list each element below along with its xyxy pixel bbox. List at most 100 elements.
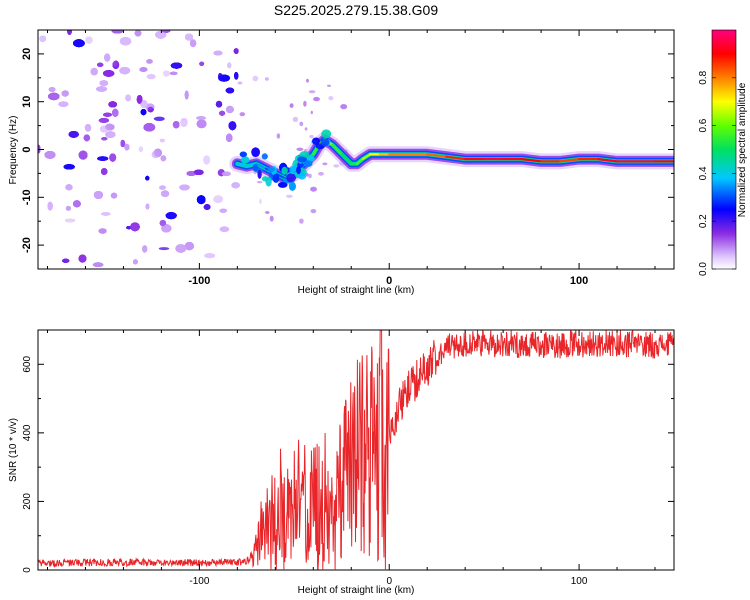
noise-speckle xyxy=(68,131,79,138)
noise-speckle xyxy=(111,30,124,34)
noise-speckle xyxy=(101,168,108,175)
noise-speckle xyxy=(47,201,53,211)
noise-speckle xyxy=(109,153,117,162)
noise-speckle xyxy=(65,184,73,191)
noise-speckle xyxy=(140,100,148,108)
signal-blob xyxy=(240,156,250,164)
noise-speckle xyxy=(308,90,316,94)
noise-speckle xyxy=(143,123,156,132)
signal-core-segment xyxy=(236,162,248,168)
noise-speckle xyxy=(62,258,70,263)
noise-speckle xyxy=(286,194,293,198)
noise-speckle xyxy=(85,36,93,44)
noise-speckle xyxy=(231,182,240,189)
noise-speckle xyxy=(252,75,259,82)
noise-speckle xyxy=(146,73,156,80)
noise-speckle xyxy=(139,67,148,72)
noise-speckle xyxy=(153,148,162,157)
noise-speckle xyxy=(104,53,111,62)
noise-speckle xyxy=(299,121,304,127)
noise-speckle xyxy=(190,39,197,47)
noise-speckle xyxy=(101,212,111,216)
signal-blob xyxy=(286,173,296,183)
signal-blob xyxy=(296,166,301,175)
top-y-tick-label: 0 xyxy=(21,146,33,152)
signal-blob xyxy=(297,172,307,180)
noise-speckle xyxy=(108,101,117,108)
noise-speckle xyxy=(134,30,142,37)
top-y-axis-label: Frequency (Hz) xyxy=(8,116,19,185)
colorbar-tick-label: 0.8 xyxy=(698,70,709,84)
signal-blob xyxy=(297,156,307,163)
top-y-tick-label: -20 xyxy=(21,237,33,253)
noise-speckle xyxy=(309,135,314,139)
noise-speckle xyxy=(172,121,180,129)
noise-speckle xyxy=(299,218,304,224)
noise-speckle xyxy=(161,30,171,33)
noise-speckle xyxy=(99,80,109,86)
noise-speckle xyxy=(219,226,230,233)
signal-blob xyxy=(312,137,320,145)
bottom-y-axis-label: SNR (10 * v/v) xyxy=(8,418,19,482)
noise-speckle xyxy=(193,169,204,175)
noise-speckle xyxy=(63,164,75,170)
bottom-x-tick-label: 100 xyxy=(571,576,588,587)
noise-speckle xyxy=(203,204,211,210)
noise-speckle xyxy=(105,131,116,138)
noise-speckle xyxy=(103,70,115,77)
noise-speckle xyxy=(78,254,87,263)
noise-speckle xyxy=(296,147,304,151)
signal-blob xyxy=(278,182,288,188)
noise-speckle xyxy=(304,127,308,131)
noise-speckle xyxy=(327,84,331,88)
noise-speckle xyxy=(184,242,194,251)
chart-title: S225.2025.279.15.38.G09 xyxy=(274,2,438,18)
noise-speckle xyxy=(226,133,233,142)
signal-core-segment xyxy=(596,158,619,163)
noise-speckle xyxy=(61,90,69,97)
top-x-tick-label: 0 xyxy=(386,275,392,287)
noise-speckle xyxy=(138,146,144,153)
bottom-x-tick-label: -100 xyxy=(189,576,209,587)
noise-speckle xyxy=(269,215,274,222)
top-x-tick-label: -100 xyxy=(188,275,210,287)
bottom-y-tick-label: 600 xyxy=(22,356,33,373)
noise-speckle xyxy=(67,30,72,35)
noise-speckle xyxy=(161,190,170,197)
top-y-tick-label: 20 xyxy=(21,48,33,60)
noise-speckle xyxy=(78,150,88,160)
noise-speckle xyxy=(140,109,147,116)
noise-speckle xyxy=(83,134,90,142)
colorbar-gradient xyxy=(712,30,736,269)
noise-speckle xyxy=(110,192,118,199)
noise-speckle xyxy=(97,156,109,161)
noise-speckle xyxy=(48,92,60,101)
noise-speckle xyxy=(58,101,69,107)
signal-blob xyxy=(272,173,280,183)
noise-speckle xyxy=(125,94,131,102)
noise-speckle xyxy=(221,171,231,176)
signal-core-segment xyxy=(340,153,353,165)
bottom-y-tick-label: 0 xyxy=(22,567,33,573)
noise-speckle xyxy=(92,262,104,268)
noise-speckle xyxy=(228,121,237,131)
noise-speckle xyxy=(160,155,167,162)
noise-speckle xyxy=(136,95,143,104)
noise-speckle xyxy=(120,139,126,148)
noise-speckle xyxy=(84,124,92,132)
noise-speckle xyxy=(158,247,170,251)
colorbar-ticks xyxy=(712,77,736,270)
signal-blob xyxy=(320,138,330,147)
noise-speckle xyxy=(170,62,183,69)
top-y-tick-label: -10 xyxy=(21,189,33,205)
noise-speckle xyxy=(159,185,166,190)
signal-blob xyxy=(257,169,262,179)
noise-speckle xyxy=(119,37,132,46)
noise-speckle xyxy=(213,195,223,203)
noise-speckle xyxy=(48,87,56,92)
noise-speckle xyxy=(93,191,103,199)
spectrogram-frame xyxy=(37,29,675,270)
noise-speckle xyxy=(147,106,154,113)
noise-speckle xyxy=(303,100,307,107)
top-x-tick-label: 100 xyxy=(570,275,588,287)
